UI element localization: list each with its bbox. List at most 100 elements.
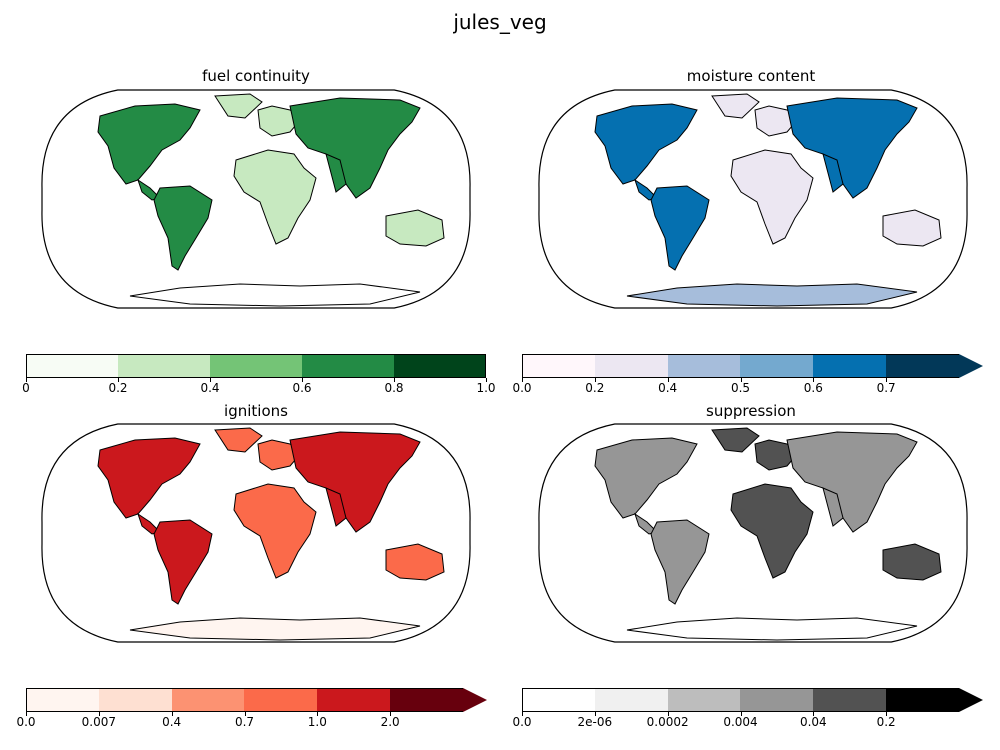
tick-mark (171, 712, 173, 716)
india-landmass (822, 487, 844, 527)
asia-landmass (786, 431, 918, 533)
tick-label: 0.0 (16, 715, 36, 729)
colorbar-segment (317, 688, 391, 712)
tick-mark (667, 712, 669, 716)
tick-mark (740, 378, 742, 382)
colorbar-segment (26, 688, 99, 712)
asia-landmass (289, 431, 421, 533)
colorbar-segment (302, 354, 394, 378)
tick-label: 0 (22, 381, 30, 395)
tick-label: 2.0 (380, 715, 400, 729)
tick-mark (594, 378, 596, 382)
australia-landmass (385, 209, 445, 247)
tick-label: 0.0 (512, 381, 532, 395)
tick-label: 0.0 (512, 715, 532, 729)
panel-title-ignitions: ignitions (224, 402, 288, 420)
tick-label: 0.2 (108, 381, 128, 395)
colorbar-moisture-content (522, 354, 959, 378)
colorbar-segment (522, 688, 595, 712)
colorbar-segment (594, 688, 668, 712)
northAmerica-landmass (97, 437, 201, 519)
colorbar-segment (813, 688, 887, 712)
colorbar-ignitions (26, 688, 463, 712)
tick-label: 0.7 (876, 381, 896, 395)
map-ignitions (41, 423, 471, 643)
northAmerica-landmass (594, 103, 698, 185)
tick-mark (594, 712, 596, 716)
colorbar-ticks-ignitions: 0.0 0.007 0.4 0.7 1.0 2.0 (16, 712, 463, 732)
colorbar-ticks-suppression: 0.0 2e-06 0.0002 0.004 0.04 0.2 (512, 712, 959, 732)
asia-landmass (289, 97, 421, 199)
antarctica-landmass (129, 617, 421, 641)
tick-label: 0.004 (723, 715, 758, 729)
colorbar-segment (394, 354, 486, 378)
tick-mark (26, 712, 27, 716)
colorbar-fuel-continuity (26, 354, 486, 378)
australia-landmass (385, 543, 445, 581)
tick-label: 0.0002 (646, 715, 689, 729)
tick-mark (886, 712, 888, 716)
colorbar-segment (210, 354, 302, 378)
tick-mark (394, 378, 395, 382)
panel-title-suppression: suppression (706, 402, 796, 420)
colorbar-segment (98, 688, 172, 712)
india-landmass (325, 487, 347, 527)
africa-landmass (233, 483, 317, 579)
map-fuel-continuity (41, 89, 471, 309)
colorbar-extend-arrow (959, 354, 983, 378)
colorbar-segment (813, 354, 887, 378)
australia-landmass (882, 209, 942, 247)
tick-mark (886, 378, 888, 382)
tick-label: 2e-06 (577, 715, 613, 729)
tick-mark (26, 378, 27, 382)
greenland-landmass (214, 427, 263, 453)
tick-label: 0.2 (585, 381, 605, 395)
colorbar-segment (390, 688, 463, 712)
panel-title-fuel-continuity: fuel continuity (202, 67, 310, 85)
africa-landmass (233, 149, 317, 245)
colorbar-ticks-moisture-content: 0.0 0.2 0.4 0.5 0.6 0.7 (512, 378, 959, 398)
colorbar-segment (667, 354, 741, 378)
india-landmass (822, 153, 844, 193)
map-moisture-content (538, 89, 968, 309)
tick-label: 0.04 (799, 715, 827, 729)
figure-title: jules_veg (453, 10, 547, 34)
tick-label: 0.4 (658, 381, 678, 395)
tick-mark (244, 712, 246, 716)
tick-label: 0.5 (730, 381, 751, 395)
map-suppression (538, 423, 968, 643)
southAmerica-landmass (650, 185, 710, 271)
tick-mark (813, 712, 815, 716)
panel-title-moisture-content: moisture content (686, 67, 816, 85)
southAmerica-landmass (153, 519, 213, 605)
india-landmass (325, 153, 347, 193)
tick-mark (522, 712, 523, 716)
tick-label: 0.4 (162, 715, 182, 729)
antarctica-landmass (626, 283, 918, 307)
tick-label: 0.6 (803, 381, 823, 395)
colorbar-segment (118, 354, 210, 378)
tick-mark (317, 712, 319, 716)
greenland-landmass (214, 93, 263, 119)
colorbar-segment (740, 354, 814, 378)
tick-label: 0.7 (234, 715, 255, 729)
southAmerica-landmass (153, 185, 213, 271)
greenland-landmass (711, 93, 760, 119)
colorbar-segment (244, 688, 318, 712)
colorbar-segment (886, 354, 959, 378)
colorbar-ticks-fuel-continuity: 0 0.2 0.4 0.6 0.8 1.0 (22, 378, 496, 398)
antarctica-landmass (626, 617, 918, 641)
tick-label: 1.0 (476, 381, 496, 395)
africa-landmass (730, 149, 814, 245)
tick-label: 0.8 (384, 381, 404, 395)
tick-label: 0.2 (876, 715, 896, 729)
tick-mark (390, 712, 392, 716)
tick-label: 0.4 (200, 381, 220, 395)
colorbar-extend-arrow (463, 688, 487, 712)
tick-mark (118, 378, 119, 382)
tick-label: 0.6 (292, 381, 312, 395)
tick-mark (302, 378, 303, 382)
colorbar-segment (594, 354, 668, 378)
tick-mark (813, 378, 815, 382)
colorbar-segment (26, 354, 118, 378)
